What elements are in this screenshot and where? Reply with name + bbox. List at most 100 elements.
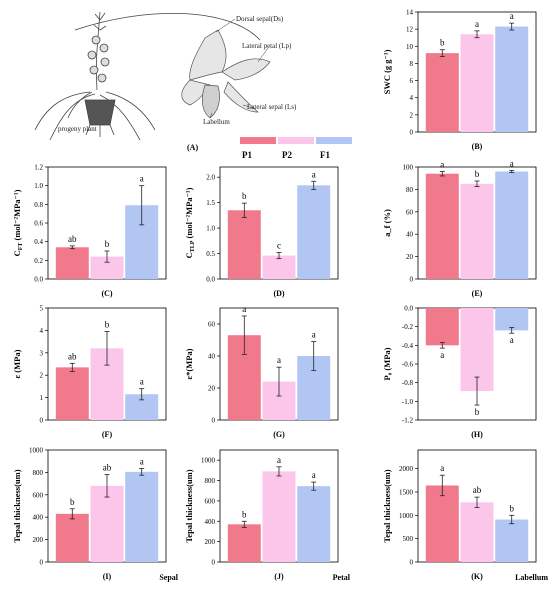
- y-tick-label: 1.0: [34, 182, 43, 190]
- legend: P1 P2 F1: [240, 137, 352, 160]
- y-tick-label: 1.5: [206, 199, 215, 207]
- y-tick-label: 40: [406, 231, 414, 239]
- significance-letter: ab: [68, 351, 77, 361]
- y-tick-label: 0.4: [34, 238, 43, 246]
- significance-letter: a: [312, 470, 316, 480]
- y-tick-label: -0.6: [402, 361, 414, 369]
- lp-leader: [257, 47, 269, 63]
- bar-p2: [460, 183, 494, 279]
- bar-p1: [227, 524, 261, 562]
- y-tick-label: 0.5: [206, 250, 215, 258]
- y-tick-label: 200: [33, 536, 44, 544]
- significance-letter: b: [475, 169, 480, 179]
- bar-f1: [495, 171, 529, 279]
- y-tick-label: 800: [205, 477, 216, 485]
- significance-letter: a: [140, 377, 144, 387]
- significance-letter: a: [440, 159, 444, 169]
- panel-label: (E): [472, 289, 483, 298]
- significance-letter: ab: [103, 463, 112, 473]
- y-axis-label: Tepal thickness(um): [12, 469, 22, 542]
- panel-label: (I): [103, 572, 112, 581]
- y-tick-label: 400: [205, 518, 216, 526]
- bar-p1: [55, 247, 89, 279]
- y-tick-label: 40: [208, 353, 216, 361]
- significance-letter: b: [440, 38, 445, 48]
- lateral-sepal-callout: Lateral sepal (Ls): [247, 103, 297, 111]
- y-tick-label: 0: [40, 559, 44, 567]
- legend-label-p2: P2: [282, 150, 292, 160]
- panel-label: (B): [472, 142, 483, 151]
- y-tick-label: 2: [40, 372, 44, 380]
- y-tick-label: 60: [208, 321, 216, 329]
- chart-F: 0 1 2 3 4 5 ε (MPa) ab b a (F): [12, 305, 167, 439]
- bar-p2: [262, 255, 296, 279]
- y-tick-label: 0: [410, 276, 414, 284]
- bar-f1: [297, 185, 331, 279]
- bar-p1: [425, 308, 459, 346]
- chart-D: 0.0 0.5 1.0 1.5 2.0 CTLP (mol⁻²MPa⁻¹) b c a (D): [184, 166, 339, 298]
- bar-p1: [425, 53, 459, 133]
- panel-label: (H): [471, 430, 483, 439]
- y-tick-label: 1: [40, 394, 44, 402]
- significance-letter: a: [277, 355, 281, 365]
- bar-f1: [297, 486, 331, 562]
- significance-letter: a: [440, 350, 444, 360]
- y-axis-label: ε (MPa): [12, 349, 22, 378]
- y-tick-label: 12: [406, 26, 414, 34]
- y-tick-label: 0: [212, 559, 216, 567]
- labellum-leader: [209, 112, 213, 119]
- y-axis-label: CTLP (mol⁻²MPa⁻¹): [184, 187, 196, 258]
- significance-letter: a: [440, 463, 444, 473]
- bar-f1: [495, 26, 529, 133]
- lateral-petal-callout: Lateral petal (Lp): [242, 42, 292, 50]
- significance-letter: a: [475, 19, 479, 29]
- significance-letter: a: [510, 11, 514, 21]
- tissue-label: Sepal: [159, 573, 178, 582]
- y-tick-label: 200: [205, 538, 216, 546]
- y-tick-label: 0: [212, 417, 216, 425]
- y-tick-label: 0.8: [34, 201, 43, 209]
- y-tick-label: 1.0: [206, 225, 215, 233]
- y-tick-label: 4: [410, 94, 414, 102]
- y-tick-label: 0.0: [34, 276, 43, 284]
- y-tick-label: 1500: [399, 489, 414, 497]
- y-tick-label: 14: [406, 9, 414, 17]
- y-tick-label: 400: [33, 514, 44, 522]
- y-tick-label: 5: [40, 305, 44, 313]
- y-tick-label: 2.0: [206, 174, 215, 182]
- bar-p2: [460, 34, 494, 132]
- legend-swatch-p2: [278, 137, 314, 144]
- y-tick-label: -0.8: [402, 379, 414, 387]
- significance-letter: c: [277, 241, 281, 251]
- y-tick-label: 600: [33, 491, 44, 499]
- y-axis-label: a_f (%): [382, 209, 392, 237]
- significance-letter: b: [475, 407, 480, 417]
- chart-B: 0 2 4 6 8 10 12 14 SWC (g g⁻¹) b a a (B): [382, 9, 537, 151]
- y-tick-label: -0.4: [402, 342, 414, 350]
- panel-label: (C): [101, 289, 112, 298]
- significance-letter: b: [242, 509, 247, 519]
- y-tick-label: 4: [40, 327, 44, 335]
- chart-H: -1.2 -1.0 -0.8 -0.6 -0.4 -0.2 0.0 P₀ (MPa) a b a (H…: [382, 305, 537, 439]
- y-tick-label: 0.0: [206, 276, 215, 284]
- y-axis-label: ε*(MPa): [184, 348, 194, 379]
- significance-letter: a: [510, 335, 514, 345]
- y-tick-label: 0.6: [34, 220, 43, 228]
- bar-f1: [125, 471, 159, 562]
- chart-C: 0.0 0.2 0.4 0.6 0.8 1.0 1.2 CFT (mol⁻²MPa⁻¹) ab b…: [12, 164, 167, 298]
- panel-label: (K): [471, 572, 483, 581]
- chart-G: 0 20 40 60 ε*(MPa) a a a (G): [184, 304, 339, 439]
- y-tick-label: 80: [406, 186, 414, 194]
- panel-label: (G): [273, 430, 285, 439]
- panel-label: (D): [273, 289, 284, 298]
- y-tick-label: 20: [208, 385, 216, 393]
- chart-K: 0 500 1000 1500 2000 Tepal thickness(um) a ab b (…: [382, 449, 548, 582]
- y-tick-label: 1000: [29, 447, 44, 455]
- chart-I: 0 200 400 600 800 1000 Tepal thickness(um) b ab a…: [12, 447, 179, 583]
- significance-letter: b: [242, 191, 247, 201]
- panel-a-label: (A): [187, 143, 198, 152]
- y-tick-label: 0: [40, 417, 44, 425]
- significance-letter: a: [277, 455, 281, 465]
